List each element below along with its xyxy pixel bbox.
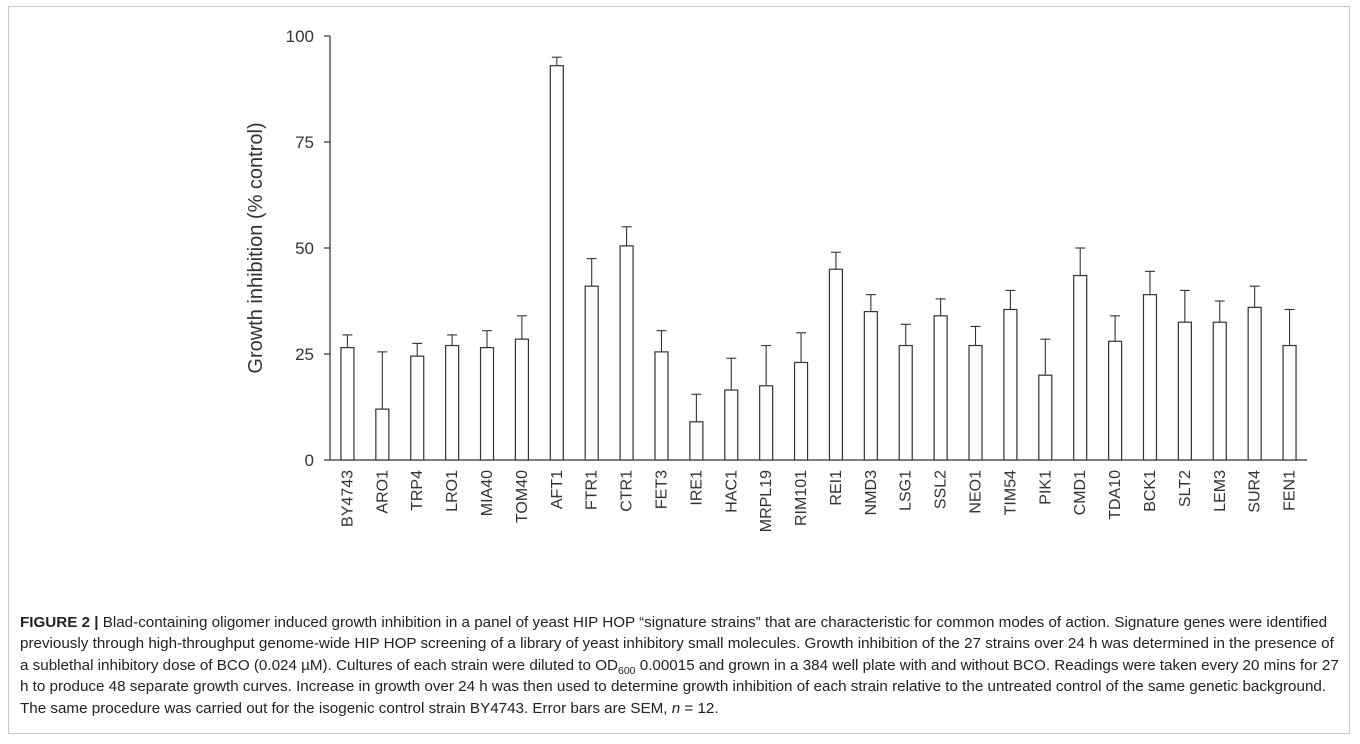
bar-ssl2 — [933, 315, 948, 461]
y-tick-label: 75 — [295, 133, 314, 152]
x-tick-label: NEO1 — [968, 470, 985, 514]
x-tick-label: SUR4 — [1247, 470, 1264, 513]
bar-lro1 — [445, 344, 460, 461]
bar-aft1 — [549, 65, 564, 461]
x-tick-label: LSG1 — [898, 470, 915, 511]
bar-hac1 — [724, 389, 739, 461]
caption-subscript: 600 — [617, 664, 636, 677]
bar-chart: 0 25 50 75 100 Growth inhibition (% control) B… — [245, 27, 1307, 532]
bar-fet3 — [654, 351, 669, 461]
bar-by4743 — [340, 347, 355, 461]
x-tick-label: TIM54 — [1002, 470, 1019, 515]
y-tick-label: 50 — [295, 239, 314, 258]
bar-ctr1 — [619, 245, 634, 461]
bar-cmd1 — [1073, 274, 1088, 461]
x-tick-label: SLT2 — [1177, 470, 1194, 507]
x-tick-label: FEN1 — [1282, 470, 1299, 511]
caption-text-part3: = 12. — [680, 699, 719, 717]
y-axis-title: Growth inhibition (% control) — [245, 122, 267, 373]
figure-caption: FIGURE 2 | Blad-containing oligomer indu… — [20, 612, 1342, 719]
bar-tim54 — [1003, 308, 1018, 461]
bar-tom40 — [514, 338, 530, 461]
bar-tda10 — [1107, 340, 1123, 461]
bar-ftr1 — [584, 285, 599, 461]
x-tick-label: TRP4 — [409, 470, 426, 511]
bar-trp4 — [410, 355, 425, 461]
x-tick-label: TOM40 — [514, 470, 531, 523]
bar-sur4 — [1247, 306, 1262, 461]
bar-slt2 — [1177, 321, 1192, 461]
x-tick-label: MRPL19 — [758, 470, 775, 532]
bar-pik1 — [1038, 374, 1053, 461]
x-tick-label: MIA40 — [479, 470, 496, 516]
x-tick-label: PIK1 — [1037, 470, 1054, 505]
y-tick-label: 25 — [295, 345, 314, 364]
x-tick-label: REI1 — [828, 470, 845, 506]
caption-text-part1: Blad-containing oligomer induced growth … — [20, 614, 1334, 674]
caption-text-part2: 0.00015 and grown in a 384 well plate wi… — [20, 656, 1339, 717]
x-tick-label: HAC1 — [723, 470, 740, 513]
x-tick-label: LEM3 — [1212, 470, 1229, 512]
x-tick-label: IRE1 — [688, 470, 705, 506]
bar-bck1 — [1142, 294, 1158, 461]
bar-lem3 — [1212, 321, 1227, 461]
x-tick-label: BCK1 — [1142, 470, 1159, 512]
x-tick-label: FET3 — [653, 470, 670, 509]
x-tick-label: TDA10 — [1107, 470, 1124, 520]
figure-label: FIGURE 2 | — [20, 614, 99, 631]
x-tick-label: AFT1 — [549, 470, 566, 509]
x-tick-label: NMD3 — [863, 470, 880, 515]
caption-n-italic: n — [671, 699, 681, 717]
bar-mia40 — [479, 347, 495, 461]
bar-rei1 — [828, 268, 844, 461]
bar-neo1 — [968, 344, 983, 461]
bar-ire1 — [689, 421, 704, 461]
x-tick-label: BY4743 — [339, 470, 356, 527]
x-tick-label: LRO1 — [444, 470, 461, 512]
figure-frame — [8, 6, 1350, 734]
bar-nmd3 — [863, 311, 878, 461]
bar-mrpl19 — [759, 385, 774, 461]
bar-aro1 — [375, 408, 390, 461]
bar-fen1 — [1282, 344, 1297, 461]
x-tick-label: RIM101 — [793, 470, 810, 526]
y-tick-label: 100 — [286, 27, 314, 46]
x-tick-label: CMD1 — [1072, 470, 1089, 515]
x-tick-label: CTR1 — [619, 470, 636, 512]
y-tick-label: 0 — [305, 451, 314, 470]
x-tick-label: ARO1 — [374, 470, 391, 514]
x-tick-label: FTR1 — [584, 470, 601, 510]
x-tick-label: SSL2 — [933, 470, 950, 509]
bar-rim101 — [793, 361, 809, 461]
bar-lsg1 — [898, 344, 913, 461]
